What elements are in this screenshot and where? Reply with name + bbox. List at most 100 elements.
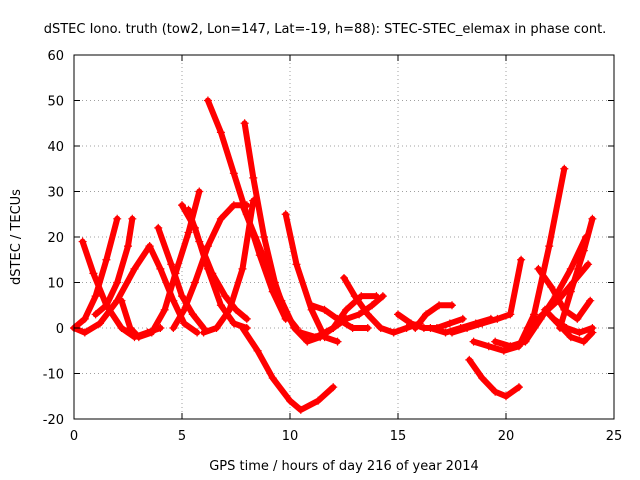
data-point [188,310,197,319]
series-line [412,302,455,331]
data-point [303,337,312,346]
data-point [499,346,508,355]
data-point [180,319,189,328]
data-point [199,328,208,337]
data-point [469,337,478,346]
x-tick-label: 15 [390,429,407,444]
data-point [78,237,87,246]
data-point [588,324,597,332]
data-point [167,260,176,269]
data-point [342,314,351,323]
data-point [378,292,387,301]
data-point [523,324,532,332]
series-arc-11 [199,196,258,337]
data-point [314,396,323,405]
data-point [484,342,493,351]
y-tick-label: 50 [47,95,64,110]
data-point [575,328,584,337]
data-point [394,310,402,319]
data-point [154,223,163,232]
series-line [241,120,300,331]
data-point [229,169,238,178]
series-arc-32 [556,214,597,332]
data-point [579,246,588,255]
data-point [521,337,530,346]
data-point [307,301,316,310]
data-point [281,310,290,319]
data-point [491,337,500,346]
data-point [212,324,221,332]
data-point [506,310,515,319]
series-arc-06 [145,242,202,337]
data-point [348,324,357,332]
series-arc-22 [411,301,456,332]
series-arc-16 [281,210,342,346]
data-point [355,310,364,319]
data-point [549,314,558,323]
series-arc-01 [70,214,122,332]
axis-tick-labels: 0 5 10 15 20 25 -20 -10 0 10 20 30 40 50 60 [43,49,623,444]
data-point [281,210,290,219]
data-point [169,324,178,332]
data-point [242,314,251,323]
series-arc-18 [307,301,372,332]
data-point [80,328,89,337]
data-point [178,201,186,210]
data-point [253,346,262,355]
data-point [160,305,169,314]
data-point [190,278,199,287]
data-point [169,296,178,305]
data-point [195,237,204,246]
data-point [584,260,593,269]
data-point [117,324,126,332]
data-point [579,337,588,346]
data-point [203,242,212,251]
data-point [458,314,467,323]
series-line [466,356,522,400]
data-point [329,383,338,392]
data-series-layer [70,96,597,414]
y-tick-label: 20 [47,231,64,246]
data-point [203,96,212,105]
data-point [296,328,305,337]
data-point [128,214,137,223]
data-point [566,264,575,273]
data-point [156,264,165,273]
data-point [311,333,320,342]
data-point [238,324,247,332]
data-point [238,201,247,210]
series-arc-25 [465,355,523,401]
data-point [333,337,342,346]
series-arc-10 [184,205,251,323]
data-point [184,205,193,214]
data-point [506,342,515,351]
series-line [449,256,525,336]
data-point [292,324,301,332]
grid [74,55,614,419]
data-point [296,405,305,414]
data-point [547,283,556,292]
data-point [126,324,135,332]
data-point [89,269,98,278]
data-point [342,305,351,314]
data-point [556,324,564,332]
series-arc-08 [169,201,251,332]
data-point [406,319,415,328]
data-point [251,233,260,241]
data-point [540,305,549,314]
data-point [195,187,204,196]
data-point [465,355,474,364]
data-point [249,173,258,182]
data-point [147,328,156,337]
data-point [566,333,575,342]
data-point [545,242,554,251]
data-point [229,319,238,328]
series-arc-24 [448,255,526,337]
data-point [463,324,472,332]
y-axis-label: dSTEC / TECUs [9,189,24,285]
data-point [553,296,562,305]
chart-title: dSTEC Iono. truth (tow2, Lon=147, Lat=-1… [44,22,607,37]
data-point [124,242,132,251]
data-point [113,278,122,287]
x-axis-label: GPS time / hours of day 216 of year 2014 [209,459,479,474]
